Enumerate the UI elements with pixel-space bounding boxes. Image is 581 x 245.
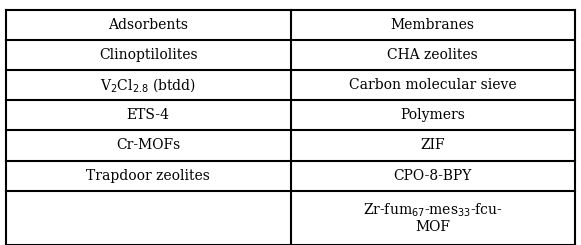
Text: Adsorbents: Adsorbents bbox=[108, 18, 188, 32]
Text: ETS-4: ETS-4 bbox=[127, 108, 170, 122]
Text: Cr-MOFs: Cr-MOFs bbox=[116, 138, 180, 152]
Text: Trapdoor zeolites: Trapdoor zeolites bbox=[86, 169, 210, 183]
Text: V$_2$Cl$_{2.8}$ (btdd): V$_2$Cl$_{2.8}$ (btdd) bbox=[100, 76, 196, 94]
Text: CHA zeolites: CHA zeolites bbox=[388, 48, 478, 62]
Text: Polymers: Polymers bbox=[400, 108, 465, 122]
Text: Clinoptilolites: Clinoptilolites bbox=[99, 48, 198, 62]
Text: Membranes: Membranes bbox=[391, 18, 475, 32]
Text: ZIF: ZIF bbox=[421, 138, 445, 152]
Text: Zr-fum$_{67}$-mes$_{33}$-fcu-
MOF: Zr-fum$_{67}$-mes$_{33}$-fcu- MOF bbox=[363, 201, 503, 234]
Text: Carbon molecular sieve: Carbon molecular sieve bbox=[349, 78, 517, 92]
Text: CPO-8-BPY: CPO-8-BPY bbox=[394, 169, 472, 183]
